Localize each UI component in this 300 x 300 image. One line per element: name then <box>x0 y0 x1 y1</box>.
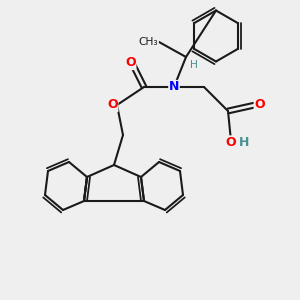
Text: O: O <box>125 56 136 70</box>
Text: H: H <box>190 59 197 70</box>
Text: O: O <box>254 98 265 112</box>
Text: H: H <box>239 136 250 149</box>
Text: N: N <box>169 80 179 94</box>
Text: O: O <box>107 98 118 112</box>
Text: O: O <box>226 136 236 149</box>
Text: CH₃: CH₃ <box>139 37 158 47</box>
